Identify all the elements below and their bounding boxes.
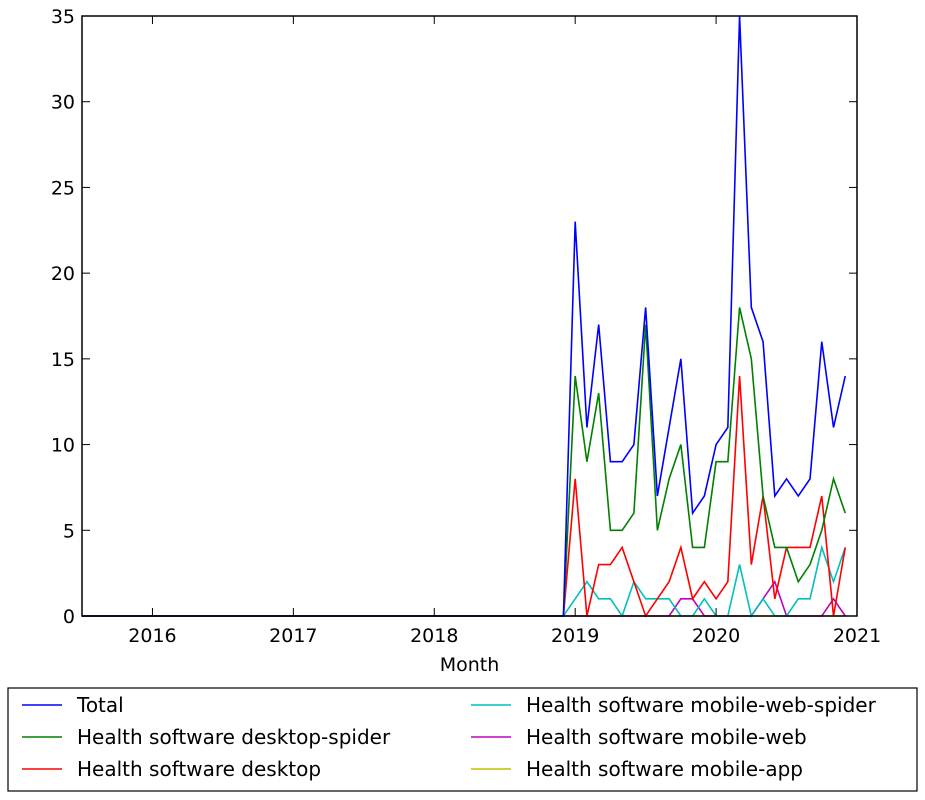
y-tick-label: 5 (63, 520, 75, 542)
series-line-3 (82, 544, 847, 618)
y-tick-label: 15 (51, 349, 75, 371)
x-tick-label: 2016 (128, 625, 176, 647)
series-line-1 (82, 307, 847, 617)
y-tick-label: 20 (51, 263, 75, 285)
series-layer (82, 15, 847, 618)
y-tick-label: 30 (51, 92, 75, 114)
legend-frame (7, 687, 918, 792)
x-tick-label: 2020 (692, 625, 740, 647)
y-tick-label: 35 (51, 6, 75, 28)
x-tick-label: 2017 (269, 625, 317, 647)
legend-label-1: Health software desktop-spider (77, 725, 391, 749)
legend-label-2: Health software desktop (77, 757, 321, 781)
y-tick-label: 10 (51, 435, 75, 457)
legend: Total Health software desktop-spider Healt… (7, 687, 918, 792)
x-tick-label: 2018 (410, 625, 458, 647)
legend-label-5: Health software mobile-app (526, 757, 803, 781)
series-line-0 (82, 15, 847, 617)
series-line-2 (82, 375, 847, 618)
x-tick-label: 2021 (833, 625, 881, 647)
ticks-layer: 0 5 10 15 20 25 30 35 2016 2017 2018 2019 2020 2021 (51, 6, 881, 647)
legend-label-4: Health software mobile-web (526, 725, 807, 749)
y-tick-label: 0 (63, 606, 75, 628)
legend-label-3: Health software mobile-web-spider (526, 693, 877, 717)
plot-frame (81, 15, 858, 617)
legend-label-0: Total (76, 693, 124, 717)
y-tick-label: 25 (51, 177, 75, 199)
x-axis-label: Month (440, 654, 500, 676)
series-line-4 (82, 579, 846, 617)
x-tick-label: 2019 (551, 625, 599, 647)
